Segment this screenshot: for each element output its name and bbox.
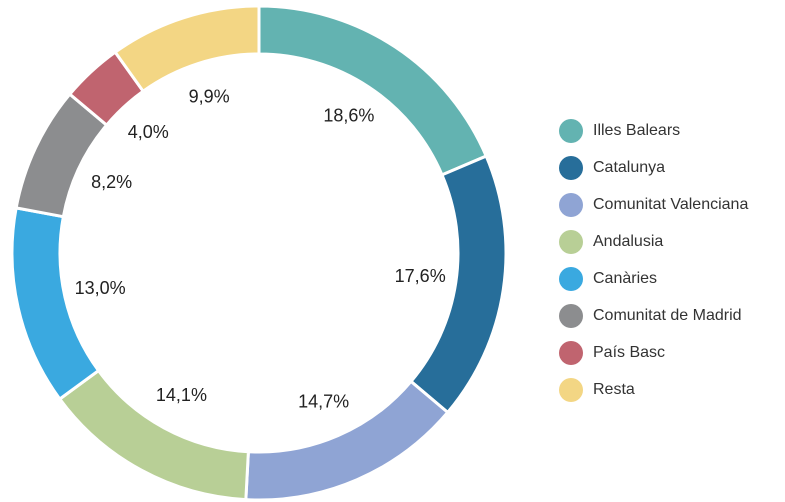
legend-label: Comunitat Valenciana	[593, 196, 748, 213]
legend-label: País Basc	[593, 344, 665, 361]
data-label: 14,1%	[156, 385, 207, 405]
legend-swatch	[559, 267, 583, 291]
legend-swatch	[559, 341, 583, 365]
donut-segment	[113, 4, 261, 94]
legend-swatch	[559, 193, 583, 217]
legend-label: Andalusia	[593, 233, 663, 250]
data-label: 18,6%	[323, 106, 374, 126]
data-label: 9,9%	[189, 87, 230, 107]
legend-label: Illes Balears	[593, 122, 680, 139]
legend-label: Catalunya	[593, 159, 665, 176]
legend-swatch	[559, 304, 583, 328]
legend-swatch	[559, 230, 583, 254]
legend-swatch	[559, 156, 583, 180]
data-label: 14,7%	[298, 391, 349, 411]
donut-segment	[57, 368, 250, 502]
donut-segment	[257, 4, 489, 177]
legend-swatch	[559, 378, 583, 402]
legend-label: Comunitat de Madrid	[593, 307, 742, 324]
data-label: 17,6%	[395, 266, 446, 286]
legend-label: Resta	[593, 381, 635, 398]
data-label: 4,0%	[128, 122, 169, 142]
legend-label: Canàries	[593, 270, 657, 287]
data-label: 13,0%	[75, 278, 126, 298]
donut-segment	[10, 206, 101, 402]
data-label: 8,2%	[91, 172, 132, 192]
legend-swatch	[559, 119, 583, 143]
